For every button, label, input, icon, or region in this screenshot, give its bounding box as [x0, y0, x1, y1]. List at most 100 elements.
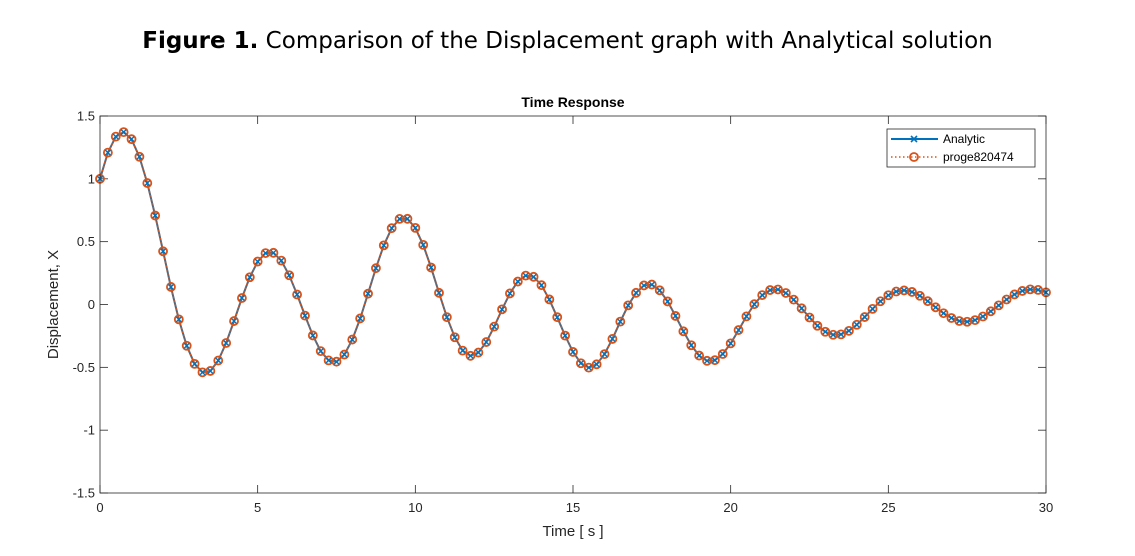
analytic-point [932, 304, 939, 311]
x-tick-label: 20 [723, 500, 737, 515]
proge-point [402, 213, 413, 224]
proge-point [465, 350, 476, 361]
analytic-point [577, 360, 584, 367]
analytic-point [254, 258, 261, 265]
analytic-point [570, 348, 576, 355]
analytic-point [1003, 296, 1010, 303]
x-tick-label: 25 [881, 500, 895, 515]
analytic-point [294, 291, 301, 298]
analytic-point [152, 212, 159, 219]
analytic-point [199, 369, 206, 376]
proge-point [875, 296, 886, 307]
analytic-point [238, 295, 245, 302]
analytic-point [451, 334, 458, 341]
analytic-point [680, 328, 687, 335]
analytic-point [782, 289, 789, 296]
y-axis-label: Displacement, X [45, 250, 62, 359]
y-axis: -1.5 -1 -0.5 0 0.5 1 1.5 [73, 109, 1046, 501]
proge-point [221, 338, 232, 348]
analytic-point [617, 318, 624, 325]
analytic-point [554, 314, 561, 321]
proge-point [591, 359, 602, 370]
proge-point [867, 303, 878, 314]
proge-point [820, 326, 831, 337]
chart-title: Time Response [521, 94, 624, 110]
analytic-point [104, 149, 111, 156]
proge-point [118, 127, 129, 138]
proge-point [654, 285, 665, 296]
analytic-point [443, 314, 450, 321]
proge-point [993, 300, 1004, 311]
proge-point [244, 272, 255, 283]
proge-point [457, 345, 468, 356]
analytic-point [838, 331, 845, 338]
legend-label-analytic: Analytic [943, 132, 985, 146]
analytic-point [995, 302, 1002, 309]
proge-point [844, 325, 854, 336]
y-tick-label: 1.5 [77, 109, 95, 124]
analytic-point [420, 241, 427, 248]
proge-point [970, 315, 980, 326]
proge-point [717, 349, 728, 359]
proge-point [181, 340, 192, 351]
proge-point [773, 284, 783, 295]
y-tick-label: 1 [88, 171, 95, 186]
proge-point [615, 316, 626, 327]
figure-caption-label: Figure 1. [142, 28, 259, 54]
y-tick-label: -1.5 [73, 486, 95, 501]
analytic-point [459, 347, 466, 354]
analytic-point [128, 136, 135, 143]
x-axis: 0 5 10 15 20 25 30 [96, 116, 1053, 515]
proge-point [426, 262, 437, 273]
proge-point [670, 311, 681, 321]
analytic-point [806, 314, 813, 321]
proge-point [583, 362, 594, 373]
proge-point [568, 347, 578, 357]
proge-point [489, 321, 500, 332]
proge-point [363, 288, 373, 299]
analytic-point [987, 308, 994, 315]
analytic-point [704, 357, 711, 364]
analytic-point [759, 292, 766, 299]
analytic-point [625, 302, 632, 309]
analytic-point [814, 322, 821, 329]
proge-point [741, 311, 752, 322]
analytic-point [562, 332, 569, 339]
proge-point [331, 356, 342, 367]
analytic-point [215, 357, 222, 364]
analytic-point [901, 287, 908, 294]
analytic-point [538, 282, 545, 289]
proge-point [560, 330, 571, 341]
analytic-point [664, 298, 671, 305]
analytic-point [207, 367, 214, 374]
analytic-point [601, 351, 608, 358]
proge-point [599, 349, 610, 360]
plot-area [100, 116, 1046, 493]
analytic-point [1019, 287, 1026, 294]
analytic-point [853, 321, 860, 328]
proge-point [252, 256, 263, 267]
proge-point [796, 303, 807, 314]
proge-point [142, 178, 153, 188]
analytic-point [467, 352, 474, 359]
analytic-point [246, 274, 253, 281]
analytic-point [822, 328, 829, 335]
x-tick-label: 15 [566, 500, 580, 515]
proge-point [110, 131, 121, 142]
x-tick-label: 0 [96, 500, 103, 515]
proge-point [229, 316, 239, 326]
analytic-point [711, 357, 718, 364]
analytic-point [885, 292, 892, 299]
proge-point [757, 290, 768, 301]
proge-point [284, 270, 295, 281]
proge-point [189, 358, 200, 369]
analytic-point [546, 296, 553, 303]
analytic-point [270, 249, 277, 256]
analytic-point [167, 283, 174, 290]
proge-point [938, 308, 949, 319]
analytic-point [412, 224, 419, 231]
proge-point [268, 247, 279, 258]
proge-point [710, 355, 720, 366]
proge-point [386, 223, 397, 234]
